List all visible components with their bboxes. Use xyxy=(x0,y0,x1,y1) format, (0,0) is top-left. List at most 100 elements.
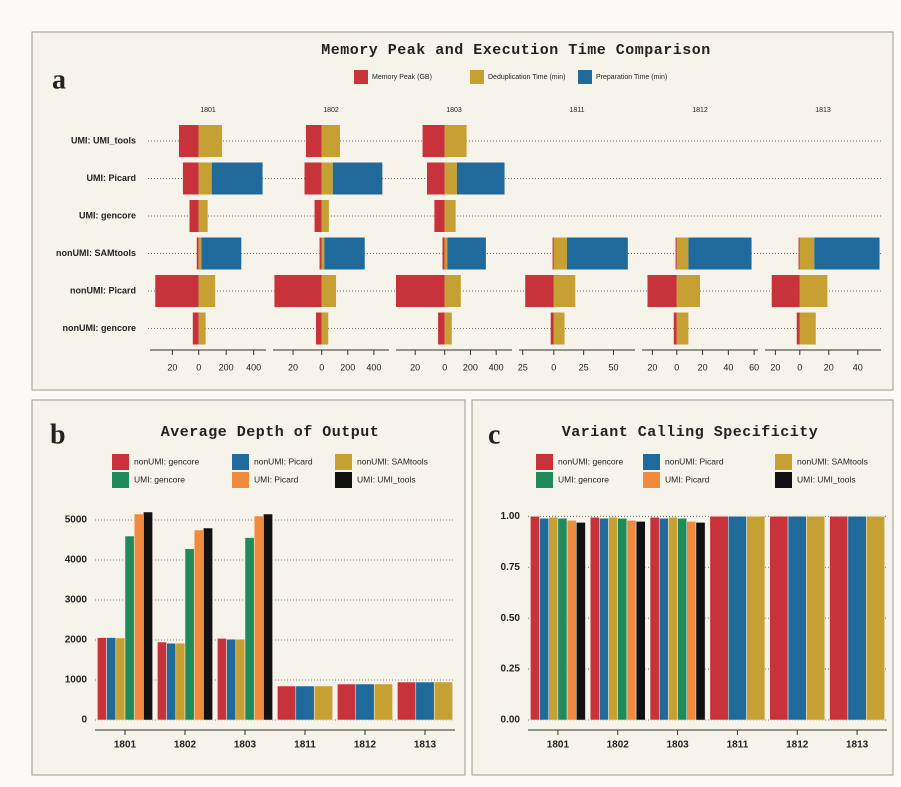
bar xyxy=(442,237,445,270)
bar xyxy=(198,200,208,232)
legend-label: UMI: UMI_tools xyxy=(357,474,416,484)
x-tick-label: 400 xyxy=(246,362,261,372)
chart-title: Memory Peak and Execution Time Compariso… xyxy=(321,42,711,59)
panel-letter: b xyxy=(50,419,66,450)
bar xyxy=(444,237,448,270)
bar xyxy=(798,237,800,270)
legend-swatch xyxy=(536,472,553,488)
legend-swatch xyxy=(335,454,352,470)
x-tick-label: 1811 xyxy=(294,740,316,751)
x-tick-label: 40 xyxy=(853,362,863,372)
x-tick-label: 20 xyxy=(288,362,298,372)
x-tick-label: 1802 xyxy=(607,740,630,751)
legend-label: nonUMI: Picard xyxy=(254,456,313,466)
x-tick-label: 20 xyxy=(824,362,834,372)
legend-swatch xyxy=(643,454,660,470)
bar xyxy=(617,518,628,721)
bar xyxy=(814,237,880,270)
x-tick-label: 60 xyxy=(749,362,759,372)
bar xyxy=(415,681,435,721)
bar xyxy=(626,520,637,721)
bar xyxy=(155,275,199,307)
x-tick-label: 200 xyxy=(219,362,234,372)
y-tick-label: 5000 xyxy=(65,515,88,526)
bar xyxy=(397,681,417,721)
bar xyxy=(675,237,677,270)
bar xyxy=(321,312,329,345)
legend-label: UMI: gencore xyxy=(558,474,609,484)
bar xyxy=(373,683,393,721)
x-tick-label: 20 xyxy=(167,362,177,372)
bar xyxy=(444,312,452,345)
facet-title: 1813 xyxy=(815,107,831,114)
bar xyxy=(321,162,333,195)
bar xyxy=(332,162,383,195)
bar xyxy=(143,511,153,721)
bar xyxy=(196,237,199,270)
bar xyxy=(217,638,227,721)
bar xyxy=(806,516,826,721)
x-tick-label: 20 xyxy=(698,362,708,372)
legend-swatch xyxy=(536,454,553,470)
bar xyxy=(124,535,135,721)
bar xyxy=(635,521,646,721)
legend-swatch xyxy=(578,70,592,84)
y-tick-label: 0.00 xyxy=(501,715,521,726)
bar xyxy=(175,642,186,721)
y-tick-label: 0.25 xyxy=(501,664,521,675)
bar xyxy=(211,162,263,195)
legend-swatch xyxy=(232,472,249,488)
row-label: UMI: gencore xyxy=(79,210,136,220)
legend-label: nonUMI: Picard xyxy=(665,456,724,466)
panel-a xyxy=(31,31,894,391)
legend-swatch xyxy=(470,70,484,84)
x-tick-label: 40 xyxy=(723,362,733,372)
bar xyxy=(456,162,505,195)
bar xyxy=(166,642,177,721)
x-tick-label: 1801 xyxy=(114,740,137,751)
bar xyxy=(304,162,322,195)
legend-label: UMI: gencore xyxy=(134,474,185,484)
bar xyxy=(182,162,199,195)
bar xyxy=(319,237,322,270)
x-tick-label: 25 xyxy=(518,362,528,372)
bar xyxy=(295,685,315,721)
bar xyxy=(769,516,789,721)
legend-label: Preparation Time (min) xyxy=(596,74,667,81)
bar xyxy=(799,237,815,270)
bar xyxy=(676,312,689,345)
legend-swatch xyxy=(354,70,368,84)
y-tick-label: 1.00 xyxy=(501,511,521,522)
bar xyxy=(434,200,445,232)
bar xyxy=(277,685,297,721)
bar xyxy=(274,275,322,307)
legend-label: UMI: UMI_tools xyxy=(797,474,856,484)
facet-title: 1811 xyxy=(569,107,584,114)
bar xyxy=(324,237,365,270)
legend-swatch xyxy=(643,472,660,488)
bar xyxy=(589,517,600,721)
panel-letter: a xyxy=(52,64,66,95)
x-tick-label: 20 xyxy=(647,362,657,372)
bar xyxy=(668,517,678,721)
legend-label: Deduplication Time (min) xyxy=(488,74,565,81)
bar xyxy=(427,162,445,195)
bar xyxy=(201,237,242,270)
bar xyxy=(337,683,357,721)
x-tick-label: 1802 xyxy=(174,740,197,751)
x-tick-label: 1803 xyxy=(666,740,689,751)
row-label: nonUMI: SAMtools xyxy=(56,248,136,258)
bar xyxy=(686,521,697,721)
bar xyxy=(444,275,461,307)
x-tick-label: 50 xyxy=(608,362,618,372)
legend-swatch xyxy=(112,472,129,488)
row-label: UMI: UMI_tools xyxy=(71,135,136,145)
row-label: nonUMI: Picard xyxy=(70,285,136,295)
bar xyxy=(677,518,688,721)
legend-swatch xyxy=(112,454,129,470)
bar xyxy=(444,162,457,195)
x-tick-label: 0 xyxy=(797,362,802,372)
bar xyxy=(203,527,213,721)
bar xyxy=(433,681,453,721)
bar xyxy=(557,518,568,721)
